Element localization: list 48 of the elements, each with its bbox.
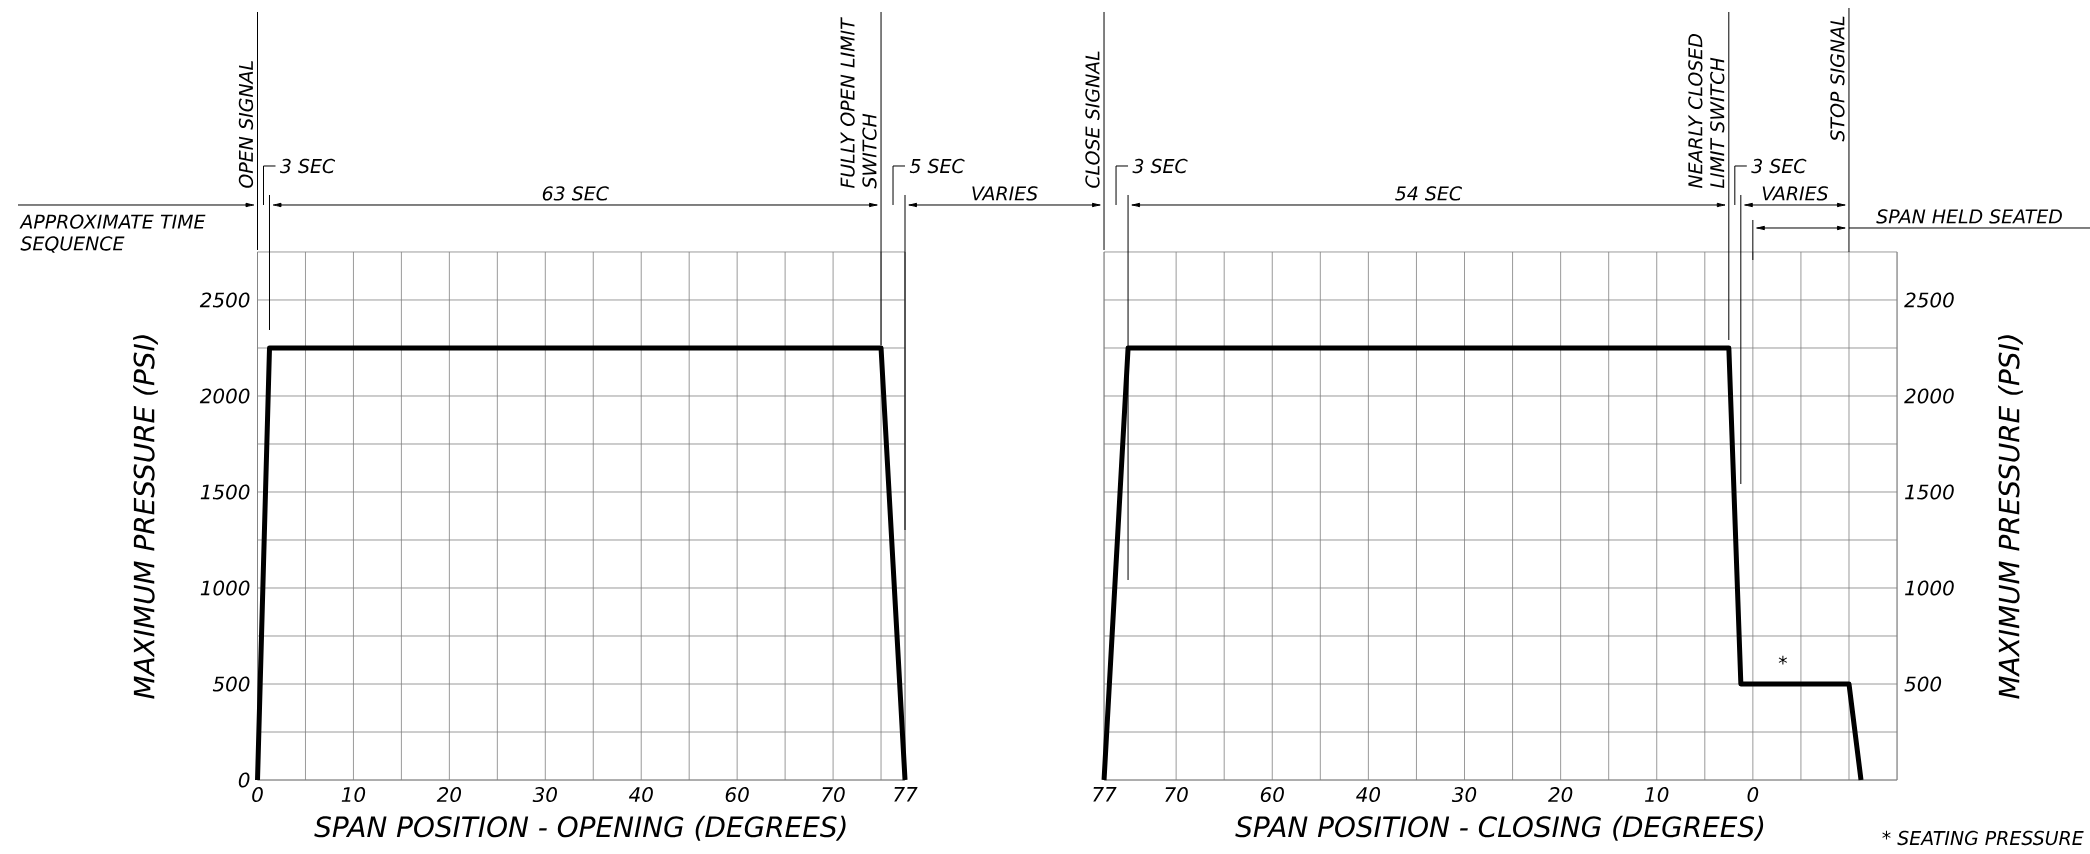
y-tick-label: 2000 (199, 388, 250, 404)
x-tick-label: 20 (436, 787, 462, 803)
x-tick-label: 40 (628, 787, 653, 803)
x-axis-title: SPAN POSITION - OPENING (DEGREES) (314, 815, 846, 841)
y2-tick-label: 2500 (1904, 292, 1954, 308)
text: 3 SEC (1132, 158, 1188, 174)
x-tick-label: 10 (1645, 787, 1669, 803)
x-tick-label: 30 (1451, 787, 1477, 803)
x-tick-label: 77 (894, 787, 918, 802)
x-tick-label: 60 (725, 787, 749, 803)
x-tick-label: 77 (1093, 787, 1117, 802)
x-tick-label: 0 (252, 787, 263, 803)
text: 54 SEC (1395, 186, 1462, 201)
y-tick-label: 2500 (199, 292, 250, 308)
y2-tick-label: 2000 (1904, 388, 1954, 404)
y2-tick-label: 1000 (1905, 580, 1954, 596)
annotation: * (1778, 655, 1788, 665)
text: CLOSE SIGNAL (1085, 51, 1100, 188)
x-tick-label: 70 (822, 787, 845, 803)
text: FULLY OPEN LIMIT SWITCH (840, 17, 877, 189)
y-tick-label: 500 (212, 676, 250, 692)
text: APPROXIMATE TIME SEQUENCE (19, 214, 206, 253)
x-tick-label: 70 (1165, 787, 1188, 803)
x-tick-label: 20 (1548, 787, 1573, 803)
y2-tick-label: 500 (1904, 676, 1942, 692)
text: 63 SEC (542, 186, 609, 201)
y2-axis-title: MAXIMUM PRESSURE (PSI) (1998, 335, 2023, 699)
text: VARIES (1762, 186, 1828, 201)
text: OPEN SIGNAL (238, 61, 254, 188)
text: 5 SEC (909, 158, 965, 174)
x-tick-label: 60 (1260, 787, 1284, 803)
y-tick-label: 0 (238, 772, 250, 788)
text: 3 SEC (279, 158, 336, 174)
text: STOP SIGNAL (1830, 16, 1845, 142)
x-tick-label: 0 (1747, 787, 1759, 803)
x-tick-label: 30 (532, 787, 557, 803)
x-axis-title: SPAN POSITION - CLOSING (DEGREES) (1235, 815, 1764, 841)
text: * SEATING PRESSURE (1882, 830, 2084, 846)
y-tick-label: 1000 (200, 580, 250, 596)
x-tick-label: 40 (1356, 787, 1381, 803)
x-tick-label: 10 (341, 787, 366, 803)
text: 3 SEC (1751, 158, 1807, 174)
text: VARIES (972, 186, 1038, 201)
y-tick-label: 1500 (200, 484, 250, 500)
y2-tick-label: 1500 (1905, 484, 1954, 500)
y-axis-title: MAXIMUM PRESSURE (PSI) (133, 335, 158, 699)
text: SPAN HELD SEATED (1876, 209, 2062, 224)
text: NEARLY CLOSED LIMIT SWITCH (1688, 34, 1725, 189)
